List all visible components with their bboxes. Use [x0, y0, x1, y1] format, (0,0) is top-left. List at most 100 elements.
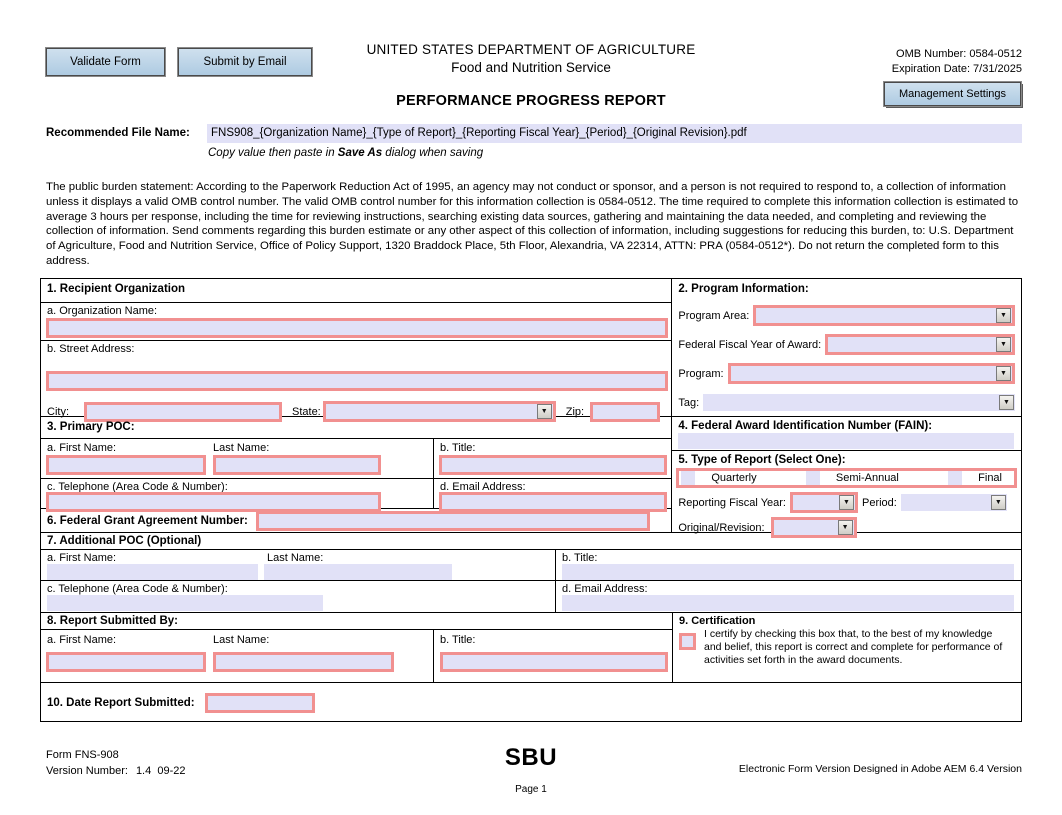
city-label: City:: [47, 405, 69, 418]
addl-poc-title-input[interactable]: [562, 564, 1014, 580]
section-6-title: 6. Federal Grant Agreement Number:: [47, 515, 248, 527]
submitter-last-name-label: Last Name:: [213, 634, 270, 646]
dropdown-arrow-icon[interactable]: ▼: [996, 337, 1011, 352]
submitter-first-name-label: a. First Name:: [47, 634, 117, 646]
tag-select[interactable]: ▼: [703, 394, 1015, 411]
street-address-input[interactable]: [46, 371, 668, 391]
submitter-title-input[interactable]: [440, 652, 668, 672]
hint-bold: Save As: [337, 147, 383, 159]
poc-phone-input[interactable]: [46, 492, 381, 512]
section-10-title: 10. Date Report Submitted:: [47, 697, 195, 709]
date-report-submitted-input[interactable]: [204, 693, 315, 713]
tag-label: Tag:: [678, 396, 700, 409]
omb-block: OMB Number: 0584-0512 Expiration Date: 7…: [892, 47, 1022, 77]
hint-post: dialog when saving: [382, 147, 484, 159]
expiration-date: Expiration Date: 7/31/2025: [891, 63, 1022, 75]
file-name-value-field[interactable]: FNS908_{Organization Name}_{Type of Repo…: [207, 124, 1022, 143]
state-label: State:: [292, 405, 321, 418]
final-label: Final: [978, 472, 1002, 484]
original-revision-label: Original/Revision:: [678, 521, 765, 534]
city-input[interactable]: [84, 401, 282, 422]
poc-first-name-input[interactable]: [46, 455, 206, 475]
report-type-options: Quarterly Semi-Annual Final: [676, 468, 1017, 488]
addl-poc-first-name-label: a. First Name:: [47, 552, 117, 564]
section-9-title: 9. Certification: [679, 615, 756, 627]
section-5-title: 5. Type of Report (Select One):: [678, 454, 846, 466]
dropdown-arrow-icon[interactable]: ▼: [837, 520, 853, 535]
footer-designed-note: Electronic Form Version Designed in Adob…: [738, 763, 1022, 775]
reporting-fiscal-year-select[interactable]: ▼: [789, 492, 858, 513]
quarterly-checkbox[interactable]: [681, 471, 696, 485]
semi-annual-label: Semi-Annual: [835, 472, 899, 484]
program-select[interactable]: ▼: [727, 363, 1015, 384]
section-1-title: 1. Recipient Organization: [41, 279, 672, 303]
addl-poc-phone-label: c. Telephone (Area Code & Number):: [47, 583, 228, 595]
fiscal-year-award-select[interactable]: ▼: [825, 334, 1015, 355]
state-select[interactable]: ▼: [322, 401, 556, 422]
zip-input[interactable]: [590, 401, 661, 422]
quarterly-label: Quarterly: [711, 472, 757, 484]
poc-title-input[interactable]: [439, 455, 667, 475]
certification-text: I certify by checking this box that, to …: [704, 628, 1003, 666]
final-checkbox[interactable]: [948, 471, 963, 485]
period-select[interactable]: ▼: [900, 494, 1007, 511]
version-label: Version Number:: [46, 765, 128, 777]
hint-pre: Copy value then paste in: [208, 147, 338, 159]
addl-poc-last-name-input[interactable]: [264, 564, 452, 580]
sbu-marking: SBU: [504, 744, 558, 771]
section-3-title: 3. Primary POC:: [41, 417, 672, 439]
grant-agreement-number-input[interactable]: [255, 511, 650, 531]
agency-name: UNITED STATES DEPARTMENT OF AGRICULTURE: [366, 42, 696, 57]
page-title: PERFORMANCE PROGRESS REPORT: [396, 93, 666, 109]
org-name-label: a. Organization Name:: [47, 305, 158, 317]
period-label: Period:: [861, 496, 897, 509]
footer-left: Form FNS-908 Version Number: 1.4 09-22: [46, 747, 185, 779]
street-address-label: b. Street Address:: [47, 343, 135, 355]
omb-number: OMB Number: 0584-0512: [896, 48, 1022, 60]
addl-poc-first-name-input[interactable]: [47, 564, 258, 580]
agency-subname: Food and Nutrition Service: [451, 60, 611, 75]
fain-input[interactable]: [678, 433, 1015, 449]
submitter-last-name-input[interactable]: [213, 652, 394, 672]
burden-statement: The public burden statement: According t…: [46, 181, 1019, 267]
poc-last-name-label: Last Name:: [213, 442, 270, 454]
file-name-label: Recommended File Name:: [46, 127, 190, 139]
submitter-first-name-input[interactable]: [46, 652, 206, 672]
dropdown-arrow-icon[interactable]: ▼: [996, 366, 1011, 381]
file-name-hint: Copy value then paste in Save As dialog …: [208, 147, 483, 159]
reporting-fiscal-year-label: Reporting Fiscal Year:: [678, 496, 786, 509]
poc-email-label: d. Email Address:: [440, 481, 526, 493]
management-settings-button[interactable]: Management Settings: [883, 81, 1022, 107]
program-area-label: Program Area:: [678, 309, 750, 322]
program-label: Program:: [678, 367, 724, 380]
semi-annual-checkbox[interactable]: [805, 471, 820, 485]
org-name-input[interactable]: [46, 318, 668, 338]
dropdown-arrow-icon[interactable]: ▼: [838, 495, 854, 510]
poc-first-name-label: a. First Name:: [47, 442, 117, 454]
poc-phone-label: c. Telephone (Area Code & Number):: [47, 481, 228, 493]
addl-poc-email-input[interactable]: [562, 595, 1014, 611]
addl-poc-last-name-label: Last Name:: [267, 552, 324, 564]
section-7-title: 7. Additional POC (Optional): [41, 533, 1021, 550]
section-2-title: 2. Program Information:: [678, 283, 809, 295]
submitter-title-label: b. Title:: [440, 634, 476, 646]
program-area-select[interactable]: ▼: [753, 305, 1015, 326]
form-number: Form FNS-908: [46, 749, 119, 761]
section-4-title: 4. Federal Award Identification Number (…: [678, 420, 933, 432]
poc-last-name-input[interactable]: [213, 455, 381, 475]
poc-title-label: b. Title:: [440, 442, 476, 454]
dropdown-arrow-icon[interactable]: ▼: [999, 395, 1014, 410]
addl-poc-phone-input[interactable]: [47, 595, 323, 611]
certification-checkbox[interactable]: [679, 633, 696, 650]
dropdown-arrow-icon[interactable]: ▼: [996, 308, 1011, 323]
agency-title: UNITED STATES DEPARTMENT OF AGRICULTURE …: [296, 42, 766, 75]
dropdown-arrow-icon[interactable]: ▼: [990, 495, 1006, 510]
submit-by-email-button[interactable]: Submit by Email: [177, 47, 313, 77]
section-8-title: 8. Report Submitted By:: [41, 613, 672, 630]
addl-poc-title-label: b. Title:: [562, 552, 598, 564]
poc-email-input[interactable]: [439, 492, 667, 512]
dropdown-arrow-icon[interactable]: ▼: [536, 404, 552, 419]
validate-form-button[interactable]: Validate Form: [45, 47, 166, 77]
original-revision-select[interactable]: ▼: [770, 517, 857, 538]
